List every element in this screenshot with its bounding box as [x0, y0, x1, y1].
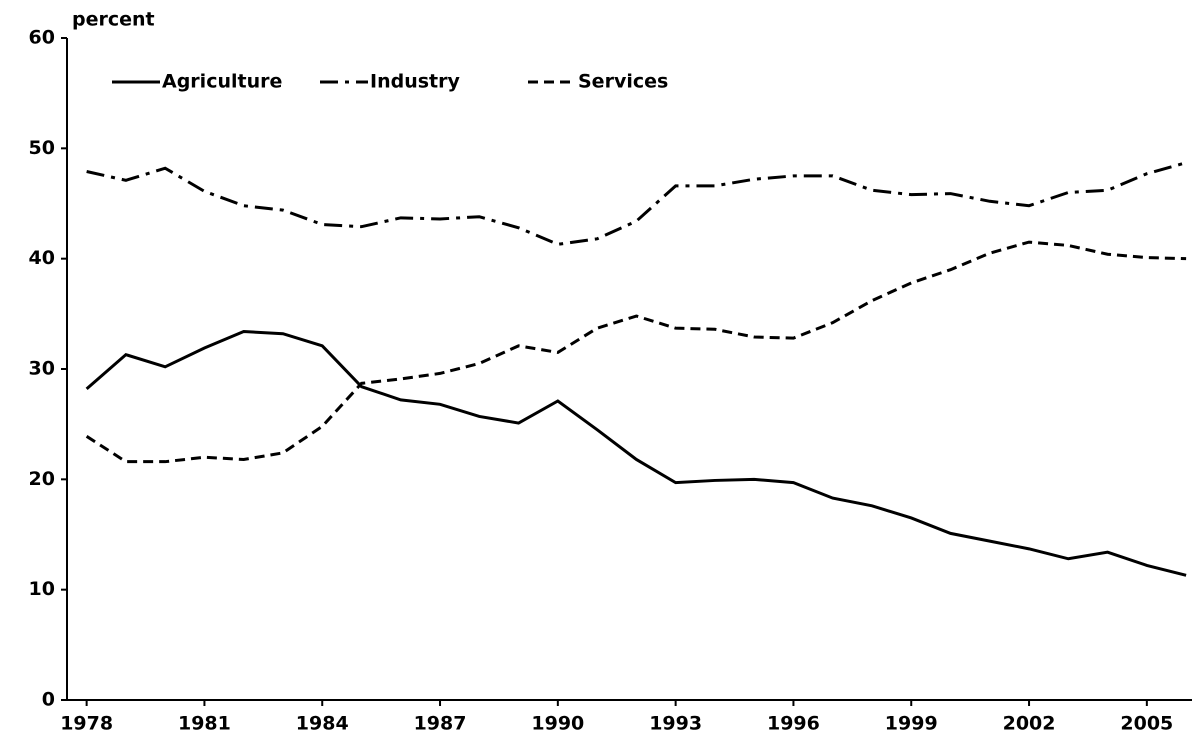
y-tick-label: 30 [29, 358, 55, 380]
x-tick-label: 1987 [414, 713, 467, 735]
y-tick-label: 0 [42, 689, 55, 711]
x-tick-label: 2005 [1120, 713, 1173, 735]
series-line [85, 329, 1187, 577]
legend-label: Services [578, 71, 668, 93]
x-tick-label: 2002 [1003, 713, 1056, 735]
x-tick-label: 1981 [178, 713, 231, 735]
x-tick-label: 1978 [60, 713, 113, 735]
y-tick-label: 60 [29, 27, 55, 49]
y-tick-label: 20 [29, 468, 55, 490]
x-tick-label: 1990 [531, 713, 584, 735]
y-tick-label: 50 [29, 137, 55, 159]
x-tick-label: 1984 [296, 713, 349, 735]
series-line [86, 161, 1187, 246]
y-axis-label: percent [72, 9, 155, 31]
legend-label: Industry [370, 71, 460, 93]
y-tick-label: 40 [29, 247, 55, 269]
series-line [85, 240, 1187, 464]
x-tick-label: 1996 [767, 713, 820, 735]
y-tick-label: 10 [29, 578, 55, 600]
legend-label: Agriculture [162, 71, 282, 93]
x-tick-label: 1993 [649, 713, 702, 735]
x-tick-label: 1999 [885, 713, 938, 735]
